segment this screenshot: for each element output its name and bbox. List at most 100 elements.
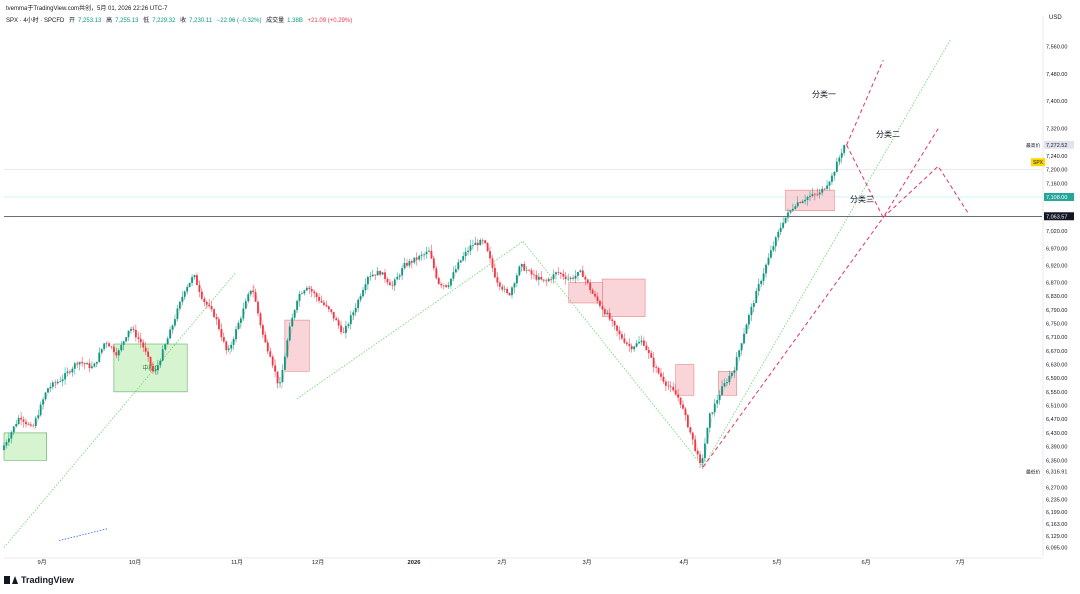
candle (537, 276, 540, 280)
y-tick-label: 6,790.00 (1046, 308, 1067, 314)
candle (69, 371, 71, 373)
candle (462, 256, 465, 261)
candle (831, 175, 833, 182)
candle (452, 272, 455, 279)
candle (811, 193, 814, 196)
candle (772, 246, 775, 251)
candle (49, 386, 52, 389)
candle (635, 343, 638, 347)
candle (423, 254, 425, 255)
candle (652, 357, 655, 368)
candle (796, 202, 799, 207)
candle (459, 260, 462, 263)
candle (611, 319, 614, 321)
candle (838, 157, 841, 162)
y-tick-label: 7,240.00 (1046, 154, 1067, 160)
candle (359, 296, 362, 300)
candle (586, 279, 589, 283)
candle (388, 282, 391, 286)
y-tick-label: 6,350.00 (1046, 458, 1067, 464)
candle (596, 296, 599, 302)
candle (769, 250, 772, 258)
candle (628, 344, 631, 346)
candle (261, 325, 264, 335)
candle (669, 386, 672, 388)
candle (220, 329, 223, 338)
candle (760, 280, 763, 285)
candle (27, 424, 30, 425)
candle (240, 318, 242, 323)
current-price-text: 7,108.00 (1046, 195, 1067, 201)
candle (752, 302, 755, 307)
candle (789, 210, 792, 213)
candle (579, 270, 582, 273)
y-tick-label: 7,400.00 (1046, 99, 1067, 105)
change-value: −22.96 (−0.32%) (216, 18, 262, 24)
candle (450, 278, 452, 286)
x-tick-label: 9月 (37, 559, 46, 566)
candle (323, 302, 325, 306)
candle (684, 408, 687, 416)
candle (303, 290, 306, 294)
candle (12, 426, 15, 433)
candle (347, 324, 350, 326)
candle (662, 376, 665, 382)
candle (721, 386, 723, 396)
candle (672, 386, 675, 391)
close-label: 收 (180, 18, 187, 24)
candle (313, 291, 316, 294)
candle (34, 418, 37, 426)
candle (164, 344, 167, 350)
candle (39, 404, 42, 416)
candle (574, 275, 577, 279)
candle (296, 300, 298, 310)
candle (655, 367, 658, 368)
current-price-badge (1044, 192, 1074, 201)
y-tick-label: 6,670.00 (1046, 349, 1067, 355)
candle (784, 217, 787, 223)
candle (691, 432, 694, 440)
candle (699, 454, 701, 463)
candle (679, 397, 682, 405)
candle (765, 264, 767, 274)
close-value: 7,230.11 (189, 18, 213, 24)
candle (398, 275, 401, 277)
candle (743, 333, 745, 344)
candle (203, 298, 206, 303)
candle (562, 273, 565, 277)
candle (486, 243, 489, 252)
candle (396, 276, 399, 280)
candle (218, 319, 220, 330)
candle (657, 367, 660, 374)
candle (105, 343, 108, 344)
candle (242, 308, 245, 319)
candle (108, 343, 110, 347)
y-tick-label: 7,160.00 (1046, 181, 1067, 187)
candle (342, 332, 345, 333)
candle (276, 371, 279, 384)
candle (81, 362, 84, 364)
pen-line (3, 144, 847, 468)
projection-label: 分类三 (850, 194, 874, 204)
projection-line (882, 165, 970, 218)
x-tick-label: 12月 (312, 559, 324, 566)
y-tick-label: 6,235.00 (1046, 498, 1067, 504)
candle (755, 290, 758, 303)
candle (213, 309, 215, 318)
candle (569, 277, 572, 279)
candle (134, 329, 137, 338)
projection-line (846, 60, 884, 146)
candle (120, 344, 123, 351)
candle (474, 242, 477, 246)
candle (647, 350, 650, 354)
tradingview-logo[interactable]: TradingView (4, 575, 74, 585)
candle (308, 287, 311, 290)
candle (66, 371, 69, 374)
currency-label[interactable]: USD (1049, 15, 1062, 21)
y-tick-label: 6,870.00 (1046, 280, 1067, 286)
candle (645, 345, 648, 351)
candle (113, 346, 115, 353)
candle (78, 362, 81, 365)
candle (415, 257, 418, 260)
